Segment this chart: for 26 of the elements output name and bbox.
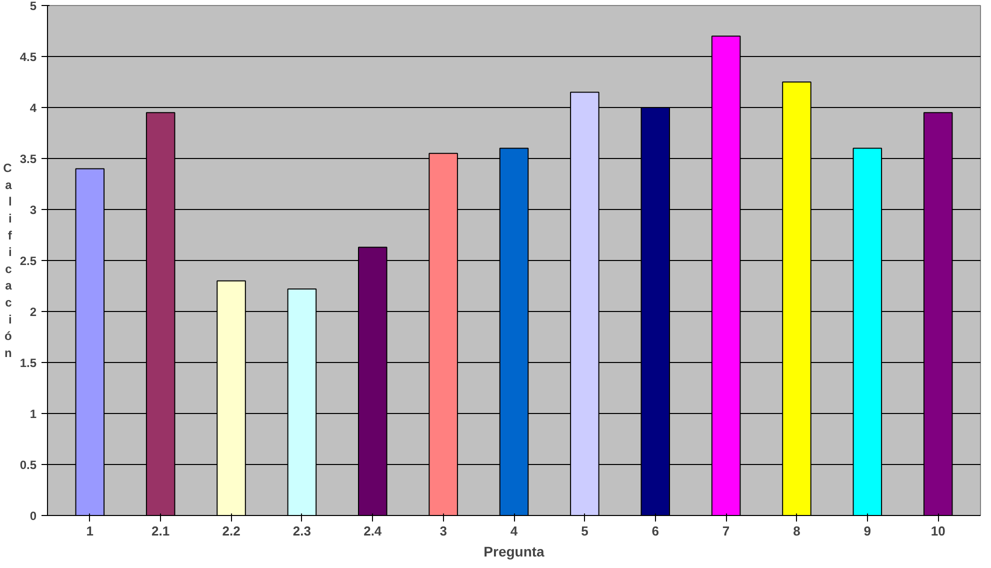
x-tick-label: 8	[793, 524, 800, 538]
x-tick-label: 2.3	[292, 524, 311, 538]
x-tick-label: 1	[86, 524, 94, 538]
y-tick-label: 4	[30, 101, 37, 115]
x-tick-label: 10	[930, 524, 946, 538]
y-tick-label: 0.5	[20, 458, 37, 472]
x-tick-label: 2.2	[222, 524, 240, 538]
x-tick-label: 9	[864, 524, 872, 538]
y-tick-label: 3	[30, 203, 37, 217]
y-tick-label: 1.5	[20, 356, 37, 370]
y-tick-label: 1	[30, 407, 37, 421]
x-tick-label: 3	[440, 524, 447, 538]
x-tick-label: 2.4	[364, 524, 382, 538]
y-tick-label: 3.5	[20, 152, 37, 166]
x-tick-label: 4	[510, 524, 518, 538]
text: Calificación	[3, 161, 12, 360]
y-tick-label: 2.5	[20, 254, 37, 268]
y-tick-label: 2	[30, 305, 37, 319]
y-tick-label: 5	[30, 0, 37, 13]
x-tick-label: 7	[722, 524, 730, 538]
y-tick-label: 4.5	[20, 50, 37, 64]
x-tick-label: 2.1	[152, 524, 170, 538]
y-tick-label: 0	[30, 509, 37, 523]
x-axis-title: Pregunta	[484, 544, 545, 560]
x-tick-label: 6	[652, 524, 659, 538]
x-tick-label: 5	[581, 524, 588, 538]
